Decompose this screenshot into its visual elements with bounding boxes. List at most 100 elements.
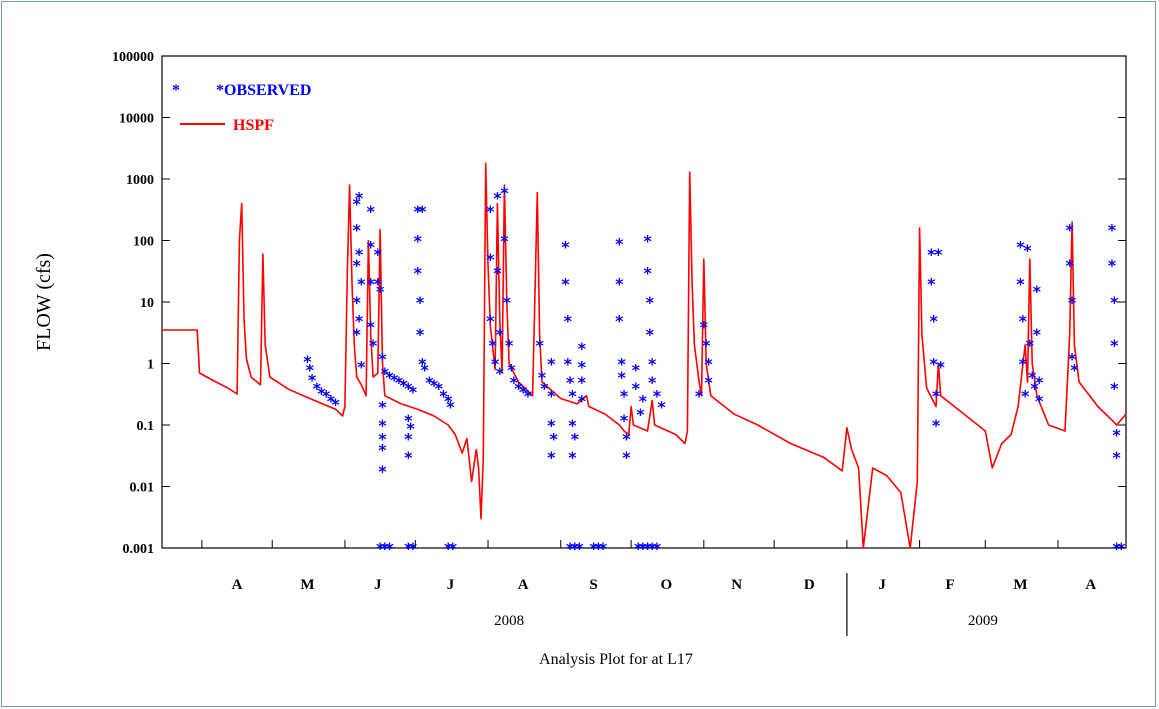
observed-point: * [416, 325, 425, 344]
observed-point: * [704, 355, 713, 374]
observed-point: * [413, 264, 422, 283]
observed-point: * [331, 395, 340, 414]
observed-point: * [430, 376, 439, 395]
observed-point: * [578, 357, 587, 376]
observed-point: * [496, 325, 505, 344]
observed-point: * [404, 430, 413, 449]
observed-point: * [378, 462, 387, 481]
observed-point: * [643, 264, 652, 283]
observed-point: * [439, 387, 448, 406]
observed-point: * [1035, 373, 1044, 392]
observed-point: * [390, 370, 399, 389]
observed-point: * [385, 539, 394, 558]
observed-point: * [413, 232, 422, 251]
observed-point: * [369, 336, 378, 355]
observed-point: * [704, 373, 713, 392]
observed-point: * [355, 189, 364, 208]
observed-point: * [303, 352, 312, 371]
observed-point: * [395, 373, 404, 392]
y-tick-label: 10 [140, 296, 154, 311]
y-tick-label: 100000 [112, 50, 154, 65]
observed-point: * [578, 339, 587, 358]
observed-point: * [367, 274, 376, 293]
observed-point: * [615, 234, 624, 253]
observed-point: * [648, 355, 657, 374]
observed-point: * [634, 539, 643, 558]
observed-point: * [653, 387, 662, 406]
observed-point: * [446, 397, 455, 416]
observed-point: * [374, 245, 383, 264]
observed-point: * [367, 202, 376, 221]
observed-point: * [578, 373, 587, 392]
observed-point: * [1110, 293, 1119, 312]
year-label: 2008 [494, 613, 524, 629]
observed-point: * [357, 274, 366, 293]
y-tick-label: 0.1 [137, 419, 155, 434]
observed-point: * [418, 202, 427, 221]
observed-point: * [1066, 221, 1075, 240]
observed-point: * [435, 379, 444, 398]
axes: 0.001 0.01 0.1 1 10 100 1000 10000 100000 A M J J A S O… [112, 50, 1126, 636]
observed-point: * [418, 355, 427, 374]
observed-point: * [937, 357, 946, 376]
observed-point: * [547, 355, 556, 374]
observed-point: * [352, 194, 361, 213]
observed-point: * [367, 237, 376, 256]
observed-point: * [421, 360, 430, 379]
y-tick-label: 1 [147, 358, 154, 373]
observed-point: * [566, 373, 575, 392]
x-tick-label: D [804, 577, 815, 593]
observed-point: * [636, 405, 645, 424]
observed-point: * [404, 411, 413, 430]
observed-point: * [416, 293, 425, 312]
plot-area [161, 55, 1127, 549]
legend-hspf-label: HSPF [233, 117, 274, 134]
observed-point: * [632, 360, 641, 379]
observed-point: * [322, 387, 331, 406]
observed-point: * [381, 539, 390, 558]
observed-point: * [1016, 274, 1025, 293]
observed-point: * [493, 264, 502, 283]
observed-point: * [571, 430, 580, 449]
observed-point: * [615, 312, 624, 331]
observed-point: * [486, 250, 495, 269]
observed-point: * [378, 440, 387, 459]
observed-point: * [500, 232, 509, 251]
observed-point: * [1108, 221, 1117, 240]
observed-point: * [306, 360, 315, 379]
observed-point: * [564, 312, 573, 331]
observed-point: * [1019, 355, 1028, 374]
observed-point: * [1033, 282, 1042, 301]
x-tick-label: J [878, 577, 886, 593]
y-tick-label: 10000 [119, 112, 154, 127]
observed-point: * [352, 221, 361, 240]
observed-point: * [1112, 539, 1121, 558]
observed-point: * [927, 245, 936, 264]
observed-point: * [381, 364, 390, 383]
observed-point: * [496, 364, 505, 383]
observed-series: ****************************************… [303, 184, 1126, 558]
y-tick-label: 0.01 [130, 481, 155, 496]
x-tick-label: A [1085, 577, 1096, 593]
observed-point: * [620, 411, 629, 430]
observed-point: * [550, 430, 559, 449]
y-tick-label: 100 [133, 235, 154, 250]
hspf-line [162, 162, 1127, 549]
observed-point: * [378, 416, 387, 435]
observed-point: * [1112, 426, 1121, 445]
observed-point: * [327, 392, 336, 411]
observed-point: * [493, 189, 502, 208]
observed-point: * [507, 360, 516, 379]
observed-point: * [589, 539, 598, 558]
x-axis-label: Analysis Plot for at L17 [539, 651, 693, 668]
observed-point: * [620, 387, 629, 406]
observed-point: * [376, 282, 385, 301]
observed-point: * [547, 416, 556, 435]
observed-point: * [547, 448, 556, 467]
observed-point: * [932, 387, 941, 406]
observed-point: * [510, 373, 519, 392]
observed-point: * [524, 387, 533, 406]
observed-point: * [1016, 237, 1025, 256]
